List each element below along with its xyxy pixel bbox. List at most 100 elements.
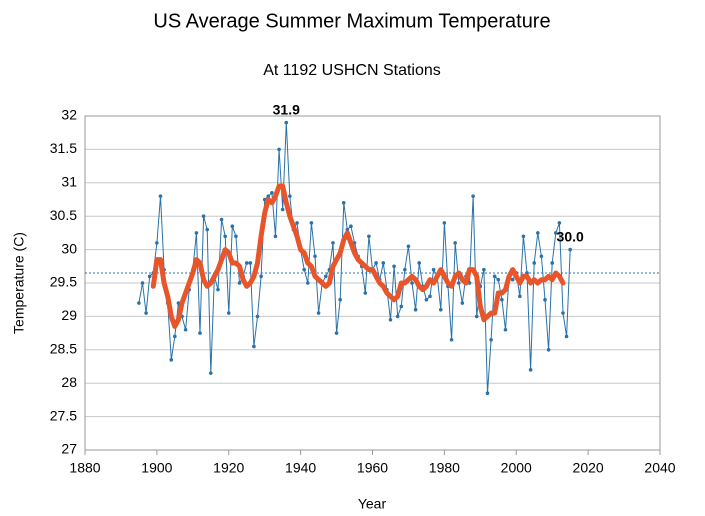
data-point [331, 241, 335, 245]
data-point [392, 264, 396, 269]
data-point [431, 267, 436, 272]
data-point [363, 291, 368, 295]
data-point [316, 311, 321, 315]
y-tick-label: 27 [61, 441, 77, 457]
data-point [528, 368, 533, 372]
y-tick-label: 31.5 [50, 140, 77, 156]
y-tick-label: 28 [61, 374, 77, 390]
data-point [406, 244, 411, 249]
data-point [270, 191, 274, 195]
x-tick-label: 1920 [213, 460, 244, 476]
data-point [485, 391, 490, 396]
y-tick-label: 30.5 [50, 207, 77, 223]
data-point [280, 207, 285, 212]
data-point [147, 274, 152, 279]
data-point [374, 261, 378, 265]
y-axis-label: Temperature (C) [11, 232, 27, 334]
plot-border [84, 115, 661, 451]
data-point [273, 234, 278, 239]
data-point [536, 231, 540, 235]
data-point [309, 221, 314, 225]
data-point [561, 311, 565, 315]
data-point [226, 311, 231, 315]
data-point [460, 301, 465, 305]
data-point [442, 221, 447, 225]
data-point [482, 267, 486, 272]
data-point [219, 217, 224, 222]
data-point [230, 224, 235, 229]
annotation: 31.9 [273, 101, 300, 117]
data-point [237, 281, 242, 285]
data-point [223, 234, 227, 239]
data-point [248, 261, 253, 265]
data-point [557, 221, 562, 225]
data-point [194, 231, 199, 235]
chart-subtitle: At 1192 USHCN Stations [263, 62, 441, 79]
data-point [173, 334, 177, 339]
data-point [543, 297, 547, 302]
data-point [521, 234, 526, 239]
x-axis-label: Year [358, 496, 387, 512]
data-point [564, 334, 569, 339]
data-point [550, 261, 554, 265]
x-tick-label: 1980 [429, 460, 460, 476]
data-point [255, 314, 260, 319]
data-point [471, 194, 475, 198]
data-point [201, 214, 206, 218]
data-point [234, 234, 238, 239]
data-point [334, 331, 339, 335]
data-point [474, 314, 479, 319]
x-tick-label: 2040 [644, 460, 675, 476]
data-point [413, 307, 418, 312]
data-point [155, 241, 159, 245]
y-tick-label: 29 [61, 307, 77, 323]
x-tick-label: 2020 [573, 460, 604, 476]
data-point [198, 331, 202, 335]
data-point [205, 227, 209, 232]
x-tick-label: 1880 [69, 460, 100, 476]
data-point [295, 221, 299, 225]
data-point [288, 194, 292, 198]
data-point [216, 287, 220, 292]
data-point [417, 261, 422, 265]
data-point [518, 294, 522, 299]
data-point [553, 231, 558, 235]
data-point [259, 274, 263, 279]
data-point [277, 147, 281, 152]
data-point [183, 327, 188, 332]
data-point [266, 194, 271, 198]
data-point [349, 224, 353, 229]
data-point [496, 277, 501, 282]
data-point [345, 227, 350, 232]
smoothed-line [150, 183, 566, 329]
data-point [456, 281, 461, 285]
x-tick-label: 2000 [501, 460, 532, 476]
data-point [313, 254, 317, 259]
data-point [252, 344, 256, 349]
y-tick-label: 32 [61, 107, 77, 123]
data-point [137, 301, 141, 305]
data-point [169, 358, 174, 362]
data-point [244, 261, 249, 265]
y-tick-label: 29.5 [50, 274, 77, 290]
data-point [539, 254, 544, 259]
x-tick-label: 1940 [285, 460, 316, 476]
data-point [453, 241, 457, 245]
data-point [568, 247, 572, 252]
data-point [510, 277, 515, 282]
data-point [403, 267, 407, 272]
data-point [144, 311, 148, 315]
data-point [388, 317, 393, 322]
data-point [438, 307, 443, 312]
y-tick-label: 30 [61, 240, 77, 256]
data-point [449, 337, 454, 342]
y-tick-label: 31 [61, 174, 77, 190]
data-point [140, 281, 145, 285]
data-point [500, 297, 504, 302]
x-tick-label: 1960 [357, 460, 388, 476]
data-point [428, 294, 432, 299]
data-point [158, 194, 163, 198]
data-point [492, 274, 497, 279]
y-tick-label: 28.5 [50, 341, 77, 357]
